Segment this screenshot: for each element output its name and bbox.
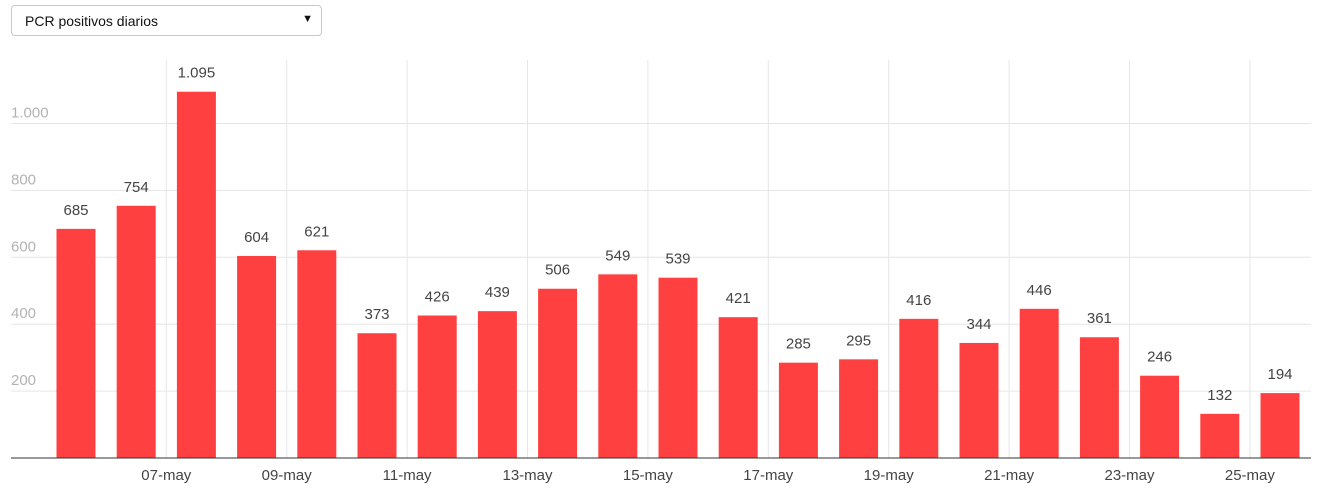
- bar[interactable]: [839, 359, 879, 458]
- y-tick-label: 800: [11, 171, 36, 188]
- x-tick-label: 07-may: [141, 467, 192, 484]
- x-tick-label: 21-may: [984, 467, 1035, 484]
- bar[interactable]: [718, 317, 758, 458]
- y-tick-label: 600: [11, 238, 36, 255]
- x-tick-label: 09-may: [262, 467, 313, 484]
- x-tick-label: 25-may: [1225, 467, 1276, 484]
- bar[interactable]: [1019, 308, 1059, 458]
- bar-value-label: 446: [1027, 282, 1052, 299]
- bar[interactable]: [959, 342, 999, 458]
- bar-value-label: 361: [1087, 310, 1112, 327]
- bar[interactable]: [56, 228, 96, 458]
- metric-select-value: PCR positivos diarios: [25, 13, 159, 29]
- bar[interactable]: [538, 288, 578, 458]
- bar[interactable]: [1200, 413, 1240, 458]
- bar-value-label: 246: [1147, 349, 1172, 366]
- bar[interactable]: [1260, 393, 1300, 458]
- bar[interactable]: [297, 250, 337, 458]
- bar-value-label: 285: [786, 336, 811, 353]
- bar-value-label: 685: [63, 202, 88, 219]
- bar-value-label: 439: [485, 284, 510, 301]
- y-tick-label: 400: [11, 305, 36, 322]
- x-axis-ticks: 07-may 09-may 11-may 13-may 15-may 17-may 19-m…: [141, 467, 1275, 484]
- bar[interactable]: [116, 205, 156, 458]
- bar-value-label: 506: [545, 262, 570, 279]
- bar-value-label: 132: [1207, 387, 1232, 404]
- bar-value-label: 621: [304, 223, 329, 240]
- x-tick-label: 23-may: [1104, 467, 1155, 484]
- bar-value-label: 194: [1267, 366, 1292, 383]
- y-tick-label: 200: [11, 372, 36, 389]
- dropdown-arrow-icon: ▼: [302, 13, 313, 25]
- bar[interactable]: [1079, 337, 1119, 458]
- y-axis-ticks: 200 400 600 800 1.000: [11, 105, 49, 390]
- bar[interactable]: [658, 277, 698, 458]
- y-tick-label: 1.000: [11, 105, 49, 122]
- bar[interactable]: [237, 255, 277, 458]
- bar-value-label: 604: [244, 229, 269, 246]
- metric-select[interactable]: PCR positivos diarios ▼: [11, 5, 322, 36]
- x-tick-label: 17-may: [743, 467, 794, 484]
- bar[interactable]: [477, 311, 517, 458]
- bar-value-label: 373: [364, 306, 389, 323]
- bar-value-label: 426: [425, 289, 450, 306]
- bar-value-labels: 685 754 1.095 604 621 373 426 439 506 549 539 421 28…: [63, 65, 1292, 404]
- bar[interactable]: [1140, 375, 1180, 458]
- x-tick-label: 19-may: [864, 467, 915, 484]
- bar[interactable]: [176, 91, 216, 458]
- bar-value-label: 421: [726, 290, 751, 307]
- bar-value-label: 754: [124, 179, 149, 196]
- bars: [56, 91, 1300, 458]
- bar-value-label: 1.095: [178, 65, 216, 82]
- bar-value-label: 416: [906, 292, 931, 309]
- bar[interactable]: [598, 274, 638, 458]
- bar[interactable]: [357, 333, 397, 458]
- vertical-gridlines: [165, 60, 1251, 458]
- bar-value-label: 295: [846, 332, 871, 349]
- bar[interactable]: [899, 318, 939, 458]
- bar[interactable]: [778, 362, 818, 458]
- bar[interactable]: [417, 315, 457, 458]
- x-tick-label: 13-may: [502, 467, 553, 484]
- bar-value-label: 344: [966, 316, 991, 333]
- x-tick-label: 11-may: [383, 467, 432, 484]
- bar-value-label: 539: [665, 251, 690, 268]
- bar-value-label: 549: [605, 247, 630, 264]
- x-tick-label: 15-may: [623, 467, 674, 484]
